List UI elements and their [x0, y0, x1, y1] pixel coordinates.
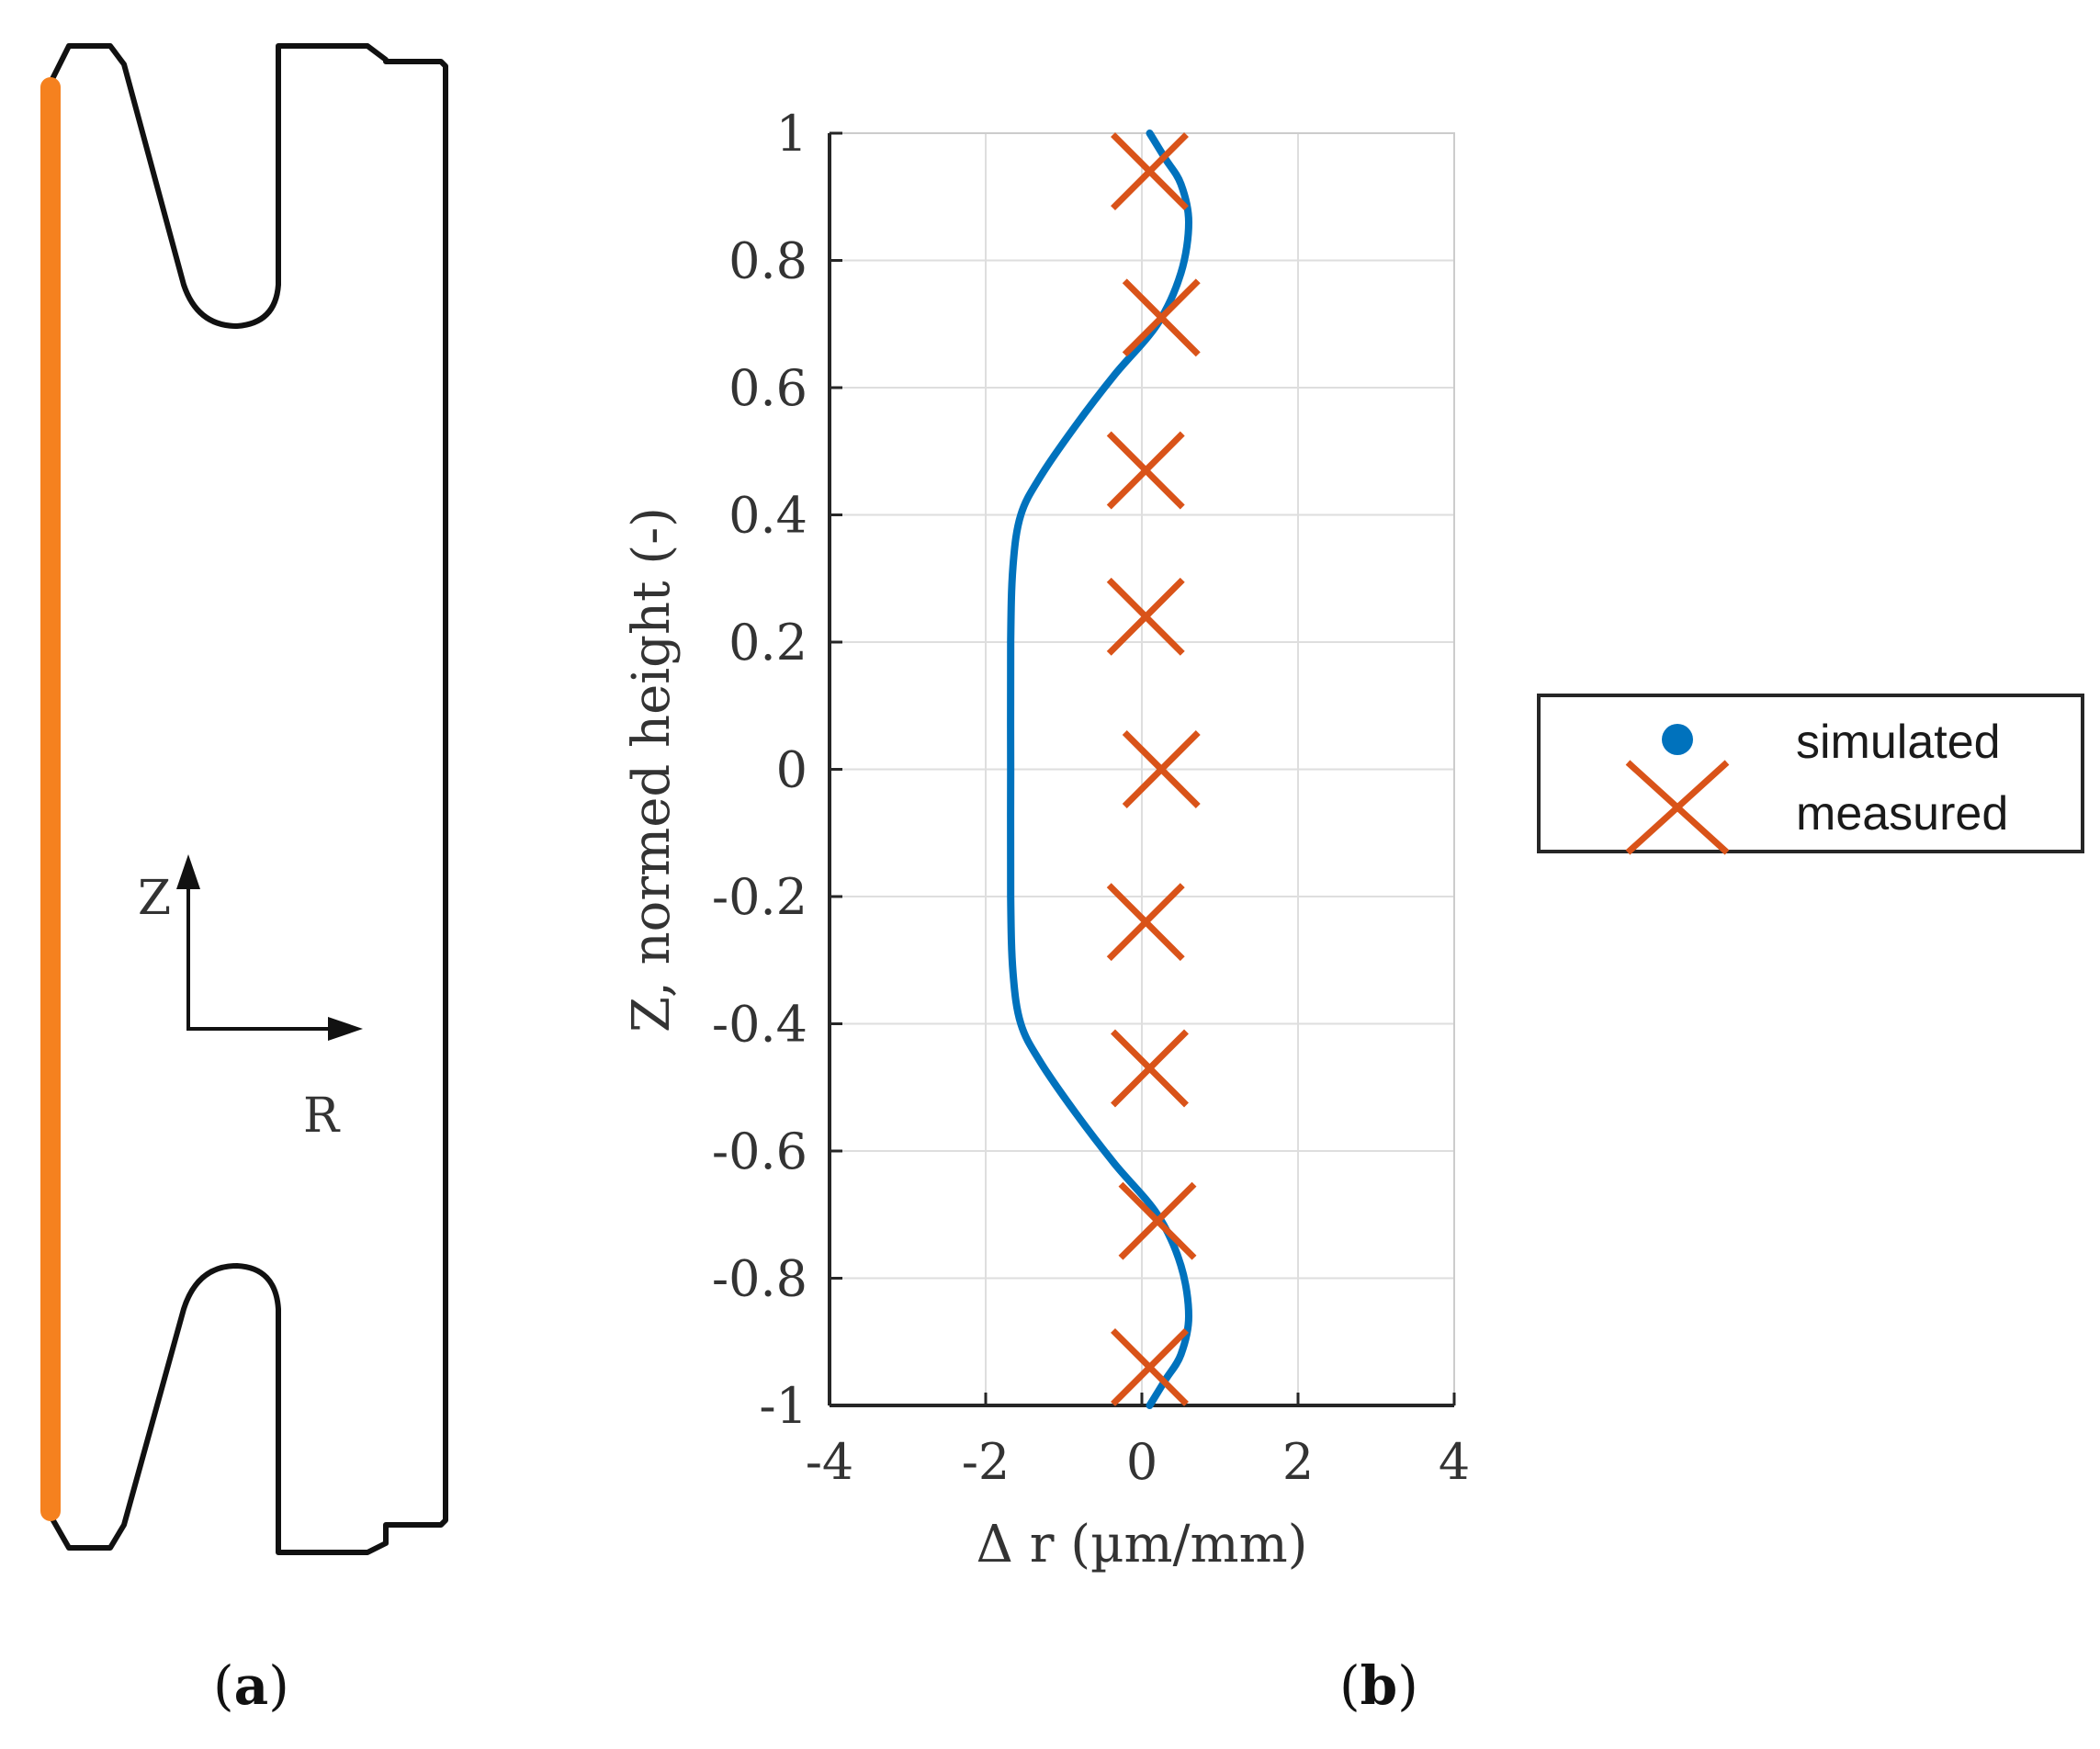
measured-marker: [1106, 577, 1185, 656]
y-tick-label: 0.2: [728, 614, 807, 671]
y-tick-label: 1: [776, 105, 807, 163]
y-tick-label: -0.8: [712, 1250, 807, 1308]
x-axis-title: Δ r (µm/mm): [976, 1515, 1307, 1574]
y-tick-label: -1: [759, 1377, 807, 1435]
y-tick-label: -0.2: [712, 868, 807, 926]
y-tick-label: 0.6: [728, 359, 807, 417]
y-tick-label: 0.4: [728, 487, 807, 545]
measured-marker: [1106, 883, 1185, 962]
r-arrowhead: [328, 1017, 363, 1041]
legend-marker-measured: [1625, 760, 1730, 855]
z-arrowhead: [176, 854, 200, 889]
r-axis-label: R: [303, 1089, 341, 1144]
z-axis-label: Z: [138, 871, 171, 926]
x-tick-label: 0: [1126, 1433, 1157, 1491]
panel-label-a: (a): [213, 1654, 289, 1717]
measured-marker: [1122, 278, 1201, 357]
y-tick-label: -0.6: [712, 1123, 807, 1180]
measured-series: [1106, 132, 1201, 1406]
cylinder-outline: [48, 43, 448, 1555]
legend-label-measured: measured: [1796, 787, 2008, 841]
y-tick-label: 0: [776, 741, 807, 799]
y-tick-label: 0.8: [728, 232, 807, 290]
legend: simulated measured: [1537, 694, 2084, 855]
legend-box: [1537, 694, 2084, 853]
legend-label-simulated: simulated: [1796, 716, 2001, 769]
measured-marker: [1122, 730, 1201, 808]
measured-marker: [1106, 431, 1185, 510]
measured-marker: [1111, 132, 1189, 211]
x-tick-label: -2: [962, 1433, 1010, 1491]
simulated-line: [1007, 130, 1193, 1409]
measured-marker: [1111, 1029, 1189, 1108]
schematic-panel: Z R (a): [40, 43, 448, 1717]
chart-grid: [829, 132, 1455, 1406]
x-tick-label: 2: [1282, 1433, 1314, 1491]
chart-panel: 1 0.8 0.6 0.4 0.2 0 -0.2 -0.4 -0.6 -0.8 -1 -4 -2 0 2 4…: [622, 105, 2084, 1717]
y-axis-title: Z, normed height (-): [622, 507, 682, 1032]
measured-marker: [1118, 1181, 1197, 1260]
x-tick-label: -4: [806, 1433, 854, 1491]
measured-marker: [1111, 1327, 1189, 1406]
simulated-series: [1007, 130, 1193, 1409]
x-tick-label: 4: [1439, 1433, 1470, 1491]
legend-marker-simulated: [1662, 724, 1693, 755]
y-tick-label: -0.4: [712, 996, 807, 1054]
y-ticks: 1 0.8 0.6 0.4 0.2 0 -0.2 -0.4 -0.6 -0.8 -1: [712, 105, 842, 1435]
panel-label-b: (b): [1339, 1654, 1418, 1717]
x-ticks: -4 -2 0 2 4: [806, 1393, 1470, 1491]
